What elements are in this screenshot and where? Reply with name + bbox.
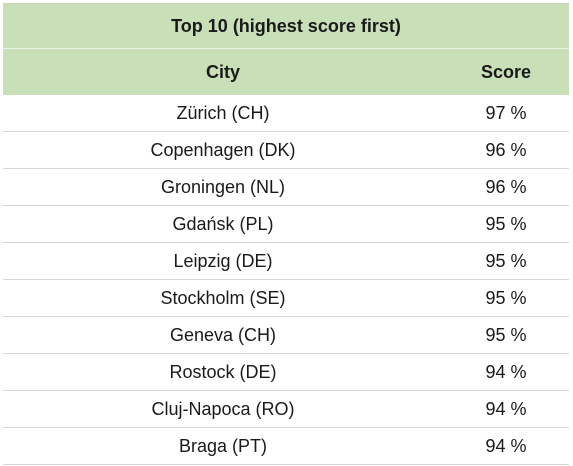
- score-cell: 96 %: [485, 139, 527, 160]
- score-cell: 94 %: [485, 361, 527, 382]
- city-cell: Stockholm (SE): [160, 287, 286, 308]
- table-row: Copenhagen (DK) 96 %: [3, 132, 569, 169]
- table-body: Zürich (CH) 97 % Copenhagen (DK) 96 % Gr…: [3, 95, 569, 465]
- city-cell: Groningen (NL): [160, 176, 286, 197]
- score-cell: 95 %: [485, 287, 527, 308]
- city-cell: Braga (PT): [178, 435, 268, 456]
- table-row: Rostock (DE) 94 %: [3, 354, 569, 391]
- table-row: Zürich (CH) 97 %: [3, 95, 569, 132]
- city-cell: Leipzig (DE): [173, 250, 273, 271]
- column-header-city: City: [205, 61, 240, 82]
- column-header-score: Score: [480, 61, 532, 82]
- table-row: Leipzig (DE) 95 %: [3, 243, 569, 280]
- city-cell: Copenhagen (DK): [150, 139, 296, 160]
- table-header-row: City Score: [3, 49, 569, 95]
- table-title: Top 10 (highest score first): [3, 4, 569, 49]
- score-cell: 94 %: [485, 435, 527, 456]
- city-cell: Gdańsk (PL): [172, 213, 274, 234]
- table-row: Cluj-Napoca (RO) 94 %: [3, 391, 569, 428]
- score-cell: 95 %: [485, 250, 527, 271]
- score-cell: 94 %: [485, 398, 527, 419]
- city-cell: Cluj-Napoca (RO): [151, 398, 295, 419]
- table-row: Braga (PT) 94 %: [3, 428, 569, 464]
- city-cell: Geneva (CH): [169, 324, 277, 345]
- city-cell: Rostock (DE): [169, 361, 277, 382]
- city-cell: Zürich (CH): [176, 102, 270, 123]
- table-row: Groningen (NL) 96 %: [3, 169, 569, 206]
- score-cell: 97 %: [485, 102, 527, 123]
- table-row: Gdańsk (PL) 95 %: [3, 206, 569, 243]
- score-cell: 96 %: [485, 176, 527, 197]
- table-row: Stockholm (SE) 95 %: [3, 280, 569, 317]
- score-cell: 95 %: [485, 324, 527, 345]
- table-row: Geneva (CH) 95 %: [3, 317, 569, 354]
- score-cell: 95 %: [485, 213, 527, 234]
- ranking-table: Top 10 (highest score first) City Score …: [3, 3, 569, 465]
